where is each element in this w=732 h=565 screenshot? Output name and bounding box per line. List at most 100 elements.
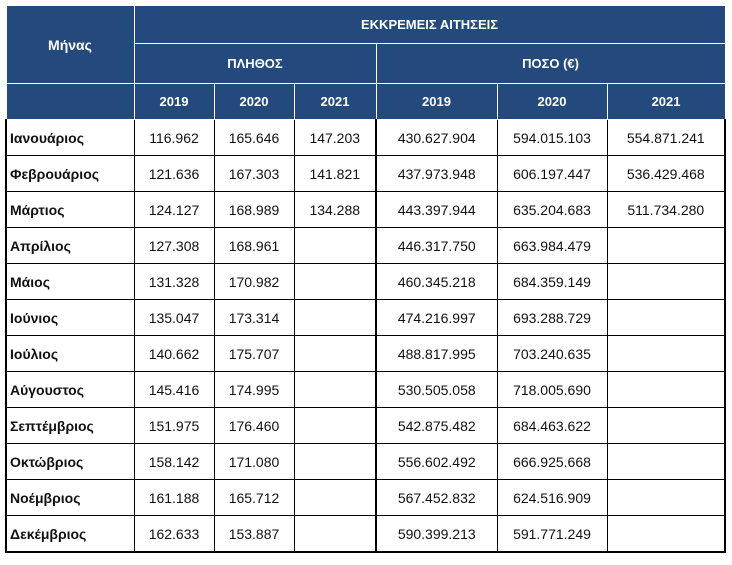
amount-cell (606, 227, 727, 264)
count-cell: 147.203 (293, 119, 377, 156)
amount-cell (606, 371, 727, 408)
table-row: Δεκέμβριος 162.633 153.887 590.399.213 591.7… (5, 515, 727, 553)
table-row: Σεπτέμβριος 151.975 176.460 542.875.482 684.… (5, 407, 727, 444)
count-cell (293, 335, 377, 372)
count-cell: 141.821 (293, 155, 377, 192)
amount-year-header: 2021 (606, 83, 726, 120)
amount-cell: 460.345.218 (375, 263, 498, 300)
count-cell: 116.962 (133, 119, 215, 156)
table-row: Φεβρουάριος 121.636 167.303 141.821 437.973.… (5, 155, 727, 192)
month-cell: Μάιος (5, 263, 135, 300)
amount-cell: 430.627.904 (375, 119, 498, 156)
count-cell: 171.080 (213, 443, 295, 480)
count-cell: 135.047 (133, 299, 215, 336)
count-cell (293, 227, 377, 264)
amount-cell: 567.452.832 (375, 479, 498, 516)
amount-cell (606, 515, 727, 553)
count-cell: 168.989 (213, 191, 295, 228)
count-cell: 121.636 (133, 155, 215, 192)
amount-cell: 594.015.103 (496, 119, 608, 156)
count-cell (293, 479, 377, 516)
month-column-header: Μήνας (5, 5, 135, 84)
month-cell: Φεβρουάριος (5, 155, 135, 192)
table-row: Μάιος 131.328 170.982 460.345.218 684.359.14… (5, 263, 727, 300)
count-cell (293, 263, 377, 300)
count-cell: 134.288 (293, 191, 377, 228)
count-cell: 174.995 (213, 371, 295, 408)
count-cell: 167.303 (213, 155, 295, 192)
amount-cell: 474.216.997 (375, 299, 498, 336)
amount-cell: 635.204.683 (496, 191, 608, 228)
count-year-header: 2021 (293, 83, 377, 120)
month-cell: Μάρτιος (5, 191, 135, 228)
amount-cell (606, 263, 727, 300)
amount-cell: 666.925.668 (496, 443, 608, 480)
count-cell (293, 443, 377, 480)
count-cell: 131.328 (133, 263, 215, 300)
amount-year-header: 2020 (496, 83, 608, 120)
amount-cell: 606.197.447 (496, 155, 608, 192)
count-cell: 153.887 (213, 515, 295, 553)
table-row: Οκτώβριος 158.142 171.080 556.602.492 666.92… (5, 443, 727, 480)
count-cell: 161.188 (133, 479, 215, 516)
month-cell: Δεκέμβριος (5, 515, 135, 553)
count-cell: 168.961 (213, 227, 295, 264)
amount-cell: 536.429.468 (606, 155, 727, 192)
month-header-spacer (5, 83, 135, 120)
amount-cell: 554.871.241 (606, 119, 727, 156)
count-header: ΠΛΗΘΟΣ (133, 43, 377, 84)
count-cell: 151.975 (133, 407, 215, 444)
table-row: Μάρτιος 124.127 168.989 134.288 443.397.944 6… (5, 191, 727, 228)
amount-cell: 693.288.729 (496, 299, 608, 336)
count-cell: 145.416 (133, 371, 215, 408)
amount-cell (606, 335, 727, 372)
month-cell: Οκτώβριος (5, 443, 135, 480)
table-row: Ιούνιος 135.047 173.314 474.216.997 693.288.… (5, 299, 727, 336)
pending-applications-table: Μήνας ΕΚΚΡΕΜΕΙΣ ΑΙΤΗΣΕΙΣ ΠΛΗΘΟΣ ΠΟΣΟ (€)… (5, 5, 727, 553)
amount-cell (606, 299, 727, 336)
amount-cell: 446.317.750 (375, 227, 498, 264)
month-cell: Ιούλιος (5, 335, 135, 372)
month-cell: Απρίλιος (5, 227, 135, 264)
amount-cell: 488.817.995 (375, 335, 498, 372)
amount-cell: 443.397.944 (375, 191, 498, 228)
amount-cell: 591.771.249 (496, 515, 608, 553)
month-cell: Ιούνιος (5, 299, 135, 336)
count-cell: 165.646 (213, 119, 295, 156)
table-row: Αύγουστος 145.416 174.995 530.505.058 718.00… (5, 371, 727, 408)
count-cell: 175.707 (213, 335, 295, 372)
count-cell: 124.127 (133, 191, 215, 228)
amount-cell: 511.734.280 (606, 191, 727, 228)
month-cell: Σεπτέμβριος (5, 407, 135, 444)
amount-cell: 556.602.492 (375, 443, 498, 480)
amount-cell: 530.505.058 (375, 371, 498, 408)
amount-cell (606, 407, 727, 444)
amount-header: ΠΟΣΟ (€) (375, 43, 726, 84)
amount-cell (606, 479, 727, 516)
table-row: Ιούλιος 140.662 175.707 488.817.995 703.240.… (5, 335, 727, 372)
amount-cell (606, 443, 727, 480)
count-cell (293, 407, 377, 444)
count-cell (293, 371, 377, 408)
count-cell: 165.712 (213, 479, 295, 516)
amount-cell: 703.240.635 (496, 335, 608, 372)
count-cell: 140.662 (133, 335, 215, 372)
amount-cell: 624.516.909 (496, 479, 608, 516)
count-cell: 127.308 (133, 227, 215, 264)
amount-cell: 684.463.622 (496, 407, 608, 444)
count-year-header: 2019 (133, 83, 215, 120)
amount-cell: 590.399.213 (375, 515, 498, 553)
amount-cell: 684.359.149 (496, 263, 608, 300)
month-cell: Ιανουάριος (5, 119, 135, 156)
count-cell (293, 299, 377, 336)
count-cell: 162.633 (133, 515, 215, 553)
count-cell: 173.314 (213, 299, 295, 336)
count-year-header: 2020 (213, 83, 295, 120)
count-cell: 158.142 (133, 443, 215, 480)
amount-cell: 437.973.948 (375, 155, 498, 192)
month-cell: Αύγουστος (5, 371, 135, 408)
count-cell (293, 515, 377, 553)
table-row: Νοέμβριος 161.188 165.712 567.452.832 624.51… (5, 479, 727, 516)
count-cell: 176.460 (213, 407, 295, 444)
month-cell: Νοέμβριος (5, 479, 135, 516)
